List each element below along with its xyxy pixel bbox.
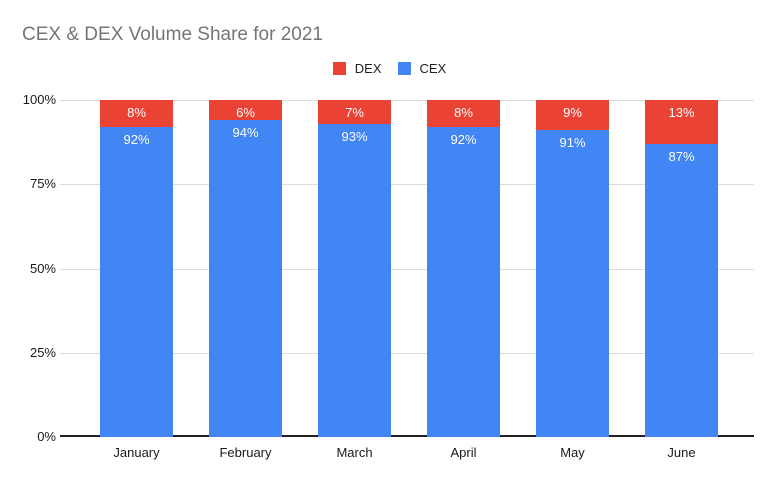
segment-cex-june: 87% xyxy=(645,143,718,437)
bar-january: 8% 92% xyxy=(100,100,173,437)
bar-slot-may: 9% 91% xyxy=(518,100,627,437)
chart-title: CEX & DEX Volume Share for 2021 xyxy=(22,24,323,45)
bar-june: 13% 87% xyxy=(645,100,718,437)
gridline-100 xyxy=(60,100,754,101)
legend-label-cex: CEX xyxy=(419,61,447,76)
gridline-25 xyxy=(60,352,754,354)
data-label-cex-january: 92% xyxy=(123,131,150,147)
x-axis-label-april: April xyxy=(450,445,477,460)
segment-dex-may: 9% xyxy=(536,100,609,131)
segment-dex-june: 13% xyxy=(645,100,718,144)
data-label-dex-june: 13% xyxy=(668,105,695,120)
x-axis-label-february: February xyxy=(219,445,272,460)
data-label-dex-april: 8% xyxy=(454,105,473,120)
segment-cex-may: 91% xyxy=(536,130,609,437)
segment-cex-january: 92% xyxy=(100,126,173,437)
y-axis-label-100-: 100% xyxy=(22,92,56,107)
data-label-dex-february: 6% xyxy=(236,105,255,120)
segment-cex-february: 94% xyxy=(209,120,282,437)
bar-may: 9% 91% xyxy=(536,100,609,437)
data-label-dex-march: 7% xyxy=(345,105,364,120)
segment-dex-january: 8% xyxy=(100,100,173,127)
x-axis-label-march: March xyxy=(336,445,373,460)
legend-item-cex: CEX xyxy=(397,61,447,76)
bar-february: 6% 94% xyxy=(209,100,282,437)
bar-april: 8% 92% xyxy=(427,100,500,437)
plot-area: 8% 92% 6% 94% 7% 93% 8% 92% 9% 91% 13% 87% xyxy=(60,100,754,437)
bar-slot-march: 7% 93% xyxy=(300,100,409,437)
legend-swatch-cex-icon xyxy=(397,62,411,75)
legend-swatch-dex-icon xyxy=(332,62,346,75)
bar-march: 7% 93% xyxy=(318,100,391,437)
y-axis-label-50-: 50% xyxy=(29,260,56,276)
segment-dex-february: 6% xyxy=(209,100,282,121)
y-axis-label-25-: 25% xyxy=(29,344,56,360)
bar-slot-february: 6% 94% xyxy=(191,100,300,437)
bars-row: 8% 92% 6% 94% 7% 93% 8% 92% 9% 91% 13% 87% xyxy=(82,100,736,437)
chart-legend: DEX CEX xyxy=(0,61,779,76)
x-axis-labels: January February March April May June xyxy=(82,445,736,460)
segment-cex-april: 92% xyxy=(427,126,500,437)
data-label-cex-april: 92% xyxy=(450,131,477,147)
data-label-dex-may: 9% xyxy=(563,105,582,120)
bar-slot-january: 8% 92% xyxy=(82,100,191,437)
segment-dex-march: 7% xyxy=(318,100,391,124)
y-axis-label-0-: 0% xyxy=(37,429,56,444)
x-axis-baseline xyxy=(60,435,754,437)
y-axis-label-75-: 75% xyxy=(29,176,56,192)
data-label-cex-february: 94% xyxy=(232,125,259,141)
gridline-75 xyxy=(60,184,754,186)
data-label-cex-march: 93% xyxy=(341,128,368,144)
x-axis-label-january: January xyxy=(113,445,160,460)
segment-dex-april: 8% xyxy=(427,100,500,127)
bar-slot-april: 8% 92% xyxy=(409,100,518,437)
legend-label-dex: DEX xyxy=(354,61,382,76)
gridline-50 xyxy=(60,268,754,270)
data-label-cex-may: 91% xyxy=(559,135,586,151)
legend-item-dex: DEX xyxy=(332,61,382,76)
data-label-dex-january: 8% xyxy=(127,105,146,120)
x-axis-label-june: June xyxy=(667,445,696,460)
data-label-cex-june: 87% xyxy=(668,148,695,164)
segment-cex-march: 93% xyxy=(318,123,391,437)
bar-slot-june: 13% 87% xyxy=(627,100,736,437)
y-axis-labels: 0% 25% 50% 75% 100% xyxy=(0,93,56,443)
x-axis-label-may: May xyxy=(560,445,585,460)
